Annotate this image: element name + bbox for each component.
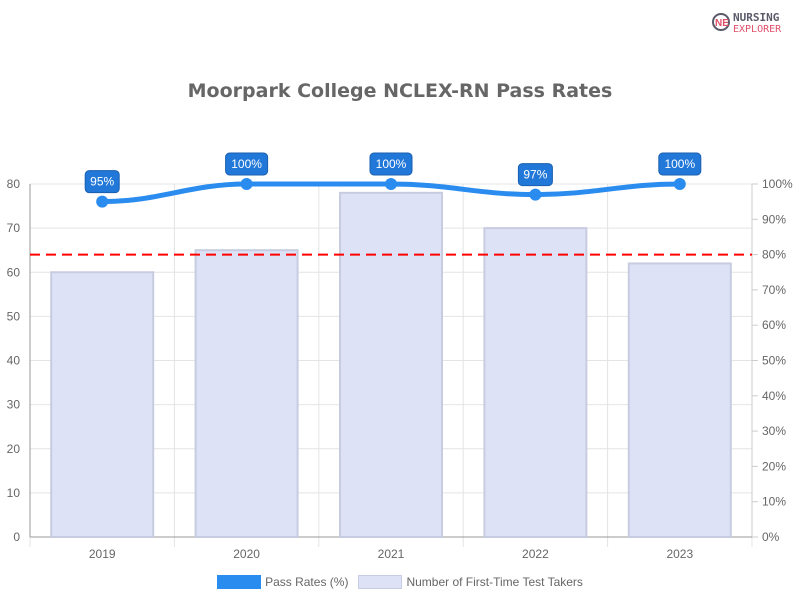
legend-label: Number of First-Time Test Takers bbox=[406, 575, 583, 589]
right-tick-label: 40% bbox=[762, 389, 786, 403]
data-label: 97% bbox=[523, 168, 547, 182]
x-tick-label: 2023 bbox=[666, 547, 693, 561]
left-tick-label: 80 bbox=[7, 177, 21, 191]
legend-item-pass-rates[interactable]: Pass Rates (%) bbox=[217, 575, 348, 589]
pass-rate-point-2019 bbox=[96, 195, 109, 208]
data-label-box bbox=[84, 170, 120, 194]
legend-swatch bbox=[358, 575, 403, 589]
bar-2019 bbox=[50, 271, 155, 538]
right-tick-label: 0% bbox=[762, 530, 780, 544]
legend-item-test-takers[interactable]: Number of First-Time Test Takers bbox=[358, 575, 583, 589]
right-tick-label: 90% bbox=[762, 212, 786, 226]
bar-2022 bbox=[483, 227, 588, 538]
right-tick-label: 100% bbox=[762, 177, 793, 191]
nursing-explorer-logo: NE NURSING EXPLORER bbox=[710, 9, 795, 35]
data-label: 100% bbox=[231, 157, 262, 171]
legend-label: Pass Rates (%) bbox=[265, 575, 349, 589]
data-label: 100% bbox=[664, 157, 695, 171]
right-tick-label: 80% bbox=[762, 248, 786, 262]
left-tick-label: 40 bbox=[7, 354, 21, 368]
legend: Pass Rates (%) Number of First-Time Test… bbox=[0, 575, 800, 589]
data-label-box bbox=[517, 163, 553, 187]
bar-2023 bbox=[627, 262, 732, 538]
x-tick-label: 2021 bbox=[378, 547, 405, 561]
right-tick-label: 30% bbox=[762, 424, 786, 438]
left-tick-label: 0 bbox=[13, 530, 20, 544]
svg-text:NE: NE bbox=[715, 18, 729, 29]
bar-2021 bbox=[339, 191, 443, 538]
data-label-box bbox=[658, 152, 702, 176]
chart-title: Moorpark College NCLEX-RN Pass Rates bbox=[187, 80, 613, 102]
right-tick-label: 60% bbox=[762, 318, 786, 332]
pass-rate-point-2022 bbox=[529, 188, 542, 201]
legend-swatch bbox=[217, 575, 262, 589]
right-tick-label: 10% bbox=[762, 495, 786, 509]
x-tick-label: 2020 bbox=[233, 547, 260, 561]
left-tick-label: 30 bbox=[7, 398, 21, 412]
right-tick-label: 50% bbox=[762, 354, 786, 368]
right-tick-label: 70% bbox=[762, 283, 786, 297]
left-tick-label: 10 bbox=[7, 486, 21, 500]
left-tick-label: 50 bbox=[7, 309, 21, 323]
bar-2020 bbox=[194, 249, 299, 538]
pass-rate-point-2021 bbox=[385, 178, 397, 190]
pass-rate-point-2023 bbox=[673, 178, 686, 190]
left-tick-label: 60 bbox=[7, 265, 21, 279]
x-tick-label: 2022 bbox=[522, 547, 549, 561]
left-tick-label: 20 bbox=[7, 442, 21, 456]
data-label: 100% bbox=[376, 157, 407, 171]
left-tick-label: 70 bbox=[7, 221, 21, 235]
right-tick-label: 20% bbox=[762, 459, 786, 473]
pass-rate-point-2020 bbox=[240, 178, 253, 190]
data-label: 95% bbox=[90, 175, 114, 189]
x-tick-label: 2019 bbox=[89, 547, 116, 561]
data-label-box bbox=[369, 152, 413, 176]
data-label-box bbox=[225, 152, 269, 176]
svg-text:NURSING: NURSING bbox=[733, 11, 780, 24]
svg-text:EXPLORER: EXPLORER bbox=[733, 24, 782, 35]
